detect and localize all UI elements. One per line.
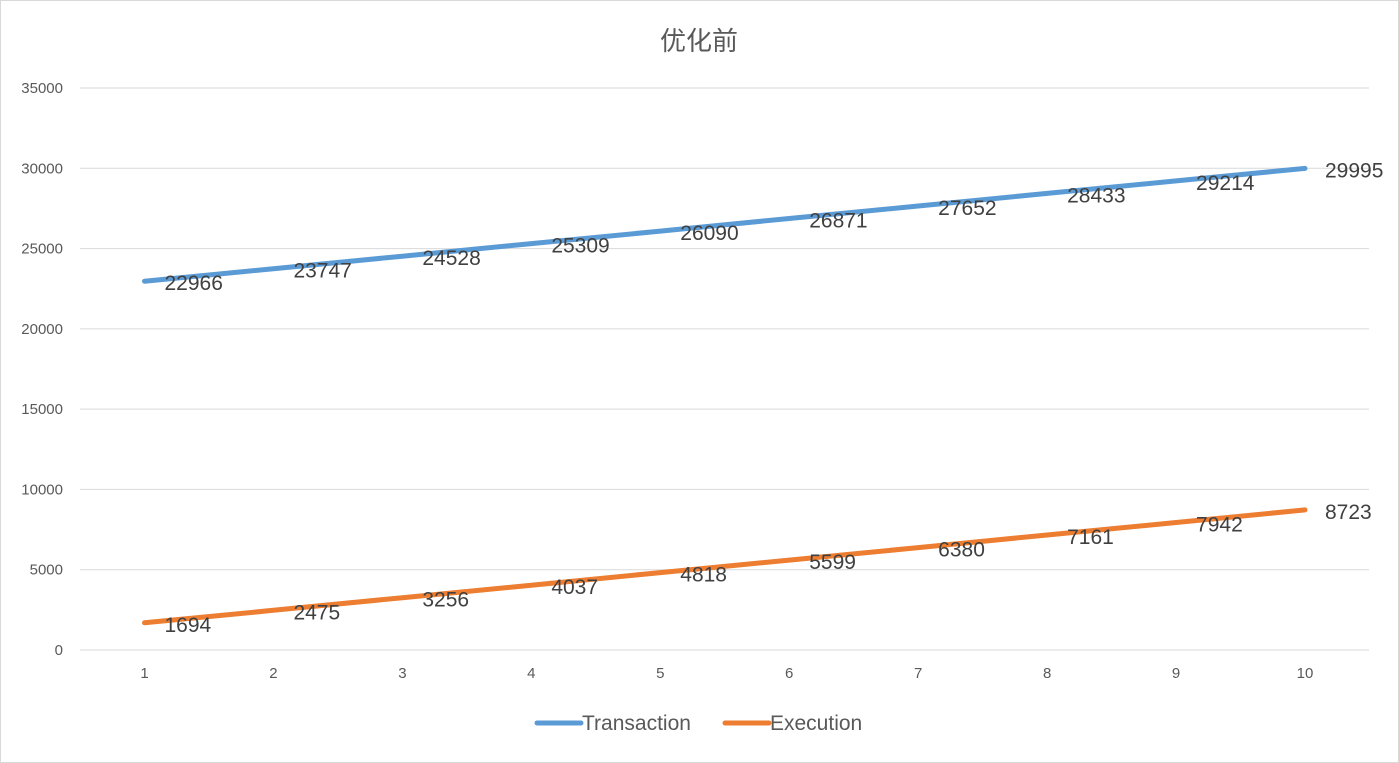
x-tick-label: 7	[914, 665, 922, 682]
gridlines	[80, 87, 1369, 651]
data-label: 28433	[1067, 184, 1125, 207]
x-tick-label: 8	[1043, 665, 1051, 682]
data-label: 26090	[680, 222, 738, 245]
y-axis: 0 5000 10000 15000 20000 25000 30000 35000	[21, 80, 63, 659]
y-tick-label: 10000	[21, 481, 63, 498]
data-label: 4818	[680, 564, 727, 587]
data-label: 6380	[938, 539, 985, 562]
x-axis: 1 2 3 4 5 6 7 8 9 10	[140, 665, 1313, 682]
data-label: 5599	[809, 551, 856, 574]
legend-label-transaction: Transaction	[582, 712, 691, 735]
data-label: 23747	[293, 260, 351, 283]
data-label: 3256	[422, 589, 469, 612]
data-label: 29995	[1325, 159, 1383, 182]
y-tick-label: 0	[55, 642, 63, 659]
legend-label-execution: Execution	[770, 712, 862, 735]
x-tick-label: 5	[656, 665, 664, 682]
x-tick-label: 2	[269, 665, 277, 682]
y-tick-label: 5000	[30, 562, 63, 579]
data-label: 4037	[551, 576, 598, 599]
y-tick-label: 30000	[21, 160, 63, 177]
data-label: 26871	[809, 210, 867, 233]
legend: Transaction Execution	[534, 712, 862, 735]
data-label: 1694	[165, 614, 212, 637]
y-tick-label: 20000	[21, 321, 63, 338]
x-tick-label: 3	[398, 665, 406, 682]
data-label: 27652	[938, 197, 996, 220]
series-line-execution	[142, 507, 1308, 626]
data-label: 7161	[1067, 526, 1114, 549]
x-tick-label: 9	[1172, 665, 1180, 682]
y-tick-label: 15000	[21, 401, 63, 418]
x-tick-label: 4	[527, 665, 535, 682]
data-labels: 22966 23747 24528 25309 26090 26871 27652 28433…	[165, 159, 1384, 636]
data-label: 22966	[165, 272, 223, 295]
data-label: 8723	[1325, 501, 1372, 524]
y-tick-label: 25000	[21, 241, 63, 258]
series-group	[142, 165, 1308, 626]
x-tick-label: 10	[1297, 665, 1314, 682]
data-label: 7942	[1196, 513, 1243, 536]
x-tick-label: 6	[785, 665, 793, 682]
data-label: 24528	[422, 247, 480, 270]
chart-title: 优化前	[660, 27, 738, 57]
data-label: 25309	[551, 235, 609, 258]
data-label: 2475	[293, 601, 340, 624]
x-tick-label: 1	[140, 665, 148, 682]
series-line-transaction	[142, 165, 1308, 284]
y-tick-label: 35000	[21, 80, 63, 97]
data-label: 29214	[1196, 172, 1255, 195]
